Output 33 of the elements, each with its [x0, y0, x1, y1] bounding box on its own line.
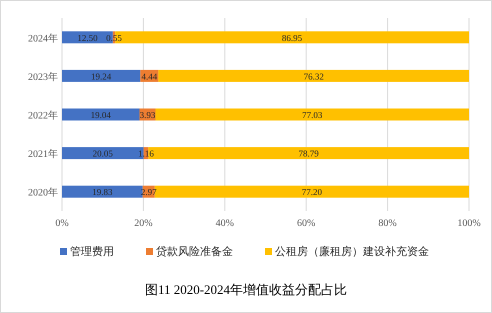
- x-tick-label: 60%: [297, 218, 316, 229]
- data-label: 76.32: [304, 71, 324, 82]
- data-label: 77.03: [302, 110, 323, 120]
- bar: [62, 186, 143, 198]
- legend-label: 管理费用: [70, 245, 114, 258]
- x-tick-label: 0%: [55, 218, 69, 229]
- data-label: 77.20: [302, 187, 323, 198]
- legend-label: 公租房（廉租房）建设补充资金: [275, 245, 429, 258]
- data-label: 19.04: [90, 110, 112, 120]
- y-tick-label: 2024年: [28, 32, 58, 44]
- data-label: 86.95: [282, 32, 303, 43]
- data-label: 3.93: [140, 110, 156, 120]
- data-label: 78.79: [298, 148, 320, 159]
- y-tick-label: 2023年: [28, 70, 58, 83]
- bar: [154, 186, 469, 198]
- bar: [158, 70, 469, 82]
- y-tick-label: 2020年: [28, 186, 58, 199]
- data-label: 19.24: [91, 71, 112, 82]
- legend-label: 贷款风险准备金: [156, 245, 233, 258]
- bar: [62, 108, 140, 120]
- x-tick-label: 80%: [378, 218, 397, 229]
- x-tick-label: 40%: [216, 218, 234, 229]
- data-label: 19.83: [92, 187, 113, 198]
- bar: [62, 70, 140, 82]
- bar: [155, 108, 469, 120]
- data-label: 12.50: [77, 32, 98, 43]
- y-tick-label: 2022年: [28, 110, 58, 122]
- data-label: 4.44: [141, 71, 158, 82]
- y-tick-label: 2021年: [28, 148, 58, 160]
- text: 图11 2020-2024年增值收益分配占比: [144, 282, 348, 297]
- x-tick-label: 20%: [134, 218, 153, 229]
- data-label: 20.05: [92, 148, 114, 159]
- x-tick-label: 100%: [457, 218, 481, 229]
